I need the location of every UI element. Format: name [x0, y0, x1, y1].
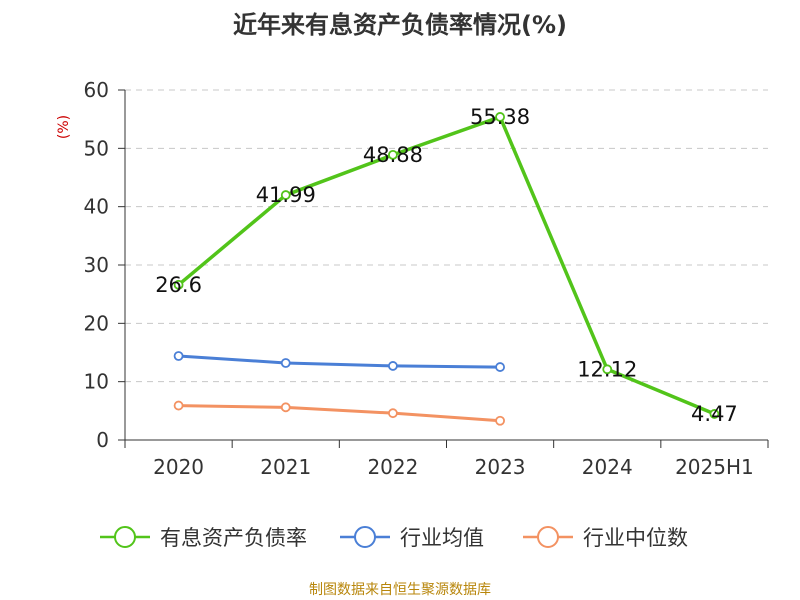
legend-label: 有息资产负债率 — [160, 526, 307, 550]
legend-label: 行业均值 — [400, 526, 484, 550]
x-tick-label: 2022 — [367, 455, 418, 479]
y-tick-labels: 0 10 20 30 40 50 60 — [84, 78, 109, 452]
data-label: 4.47 — [691, 402, 738, 426]
series-layer — [173, 112, 720, 426]
x-tick-labels: 2020 2021 2022 2023 2024 2025H1 — [153, 455, 754, 479]
series-0-point — [388, 149, 398, 160]
y-tick-label: 30 — [84, 253, 109, 277]
legend-item-0: 有息资产负债率 — [100, 526, 307, 550]
gridlines — [125, 89, 768, 383]
series-1-point — [280, 358, 291, 368]
legend-item-2: 行业中位数 — [523, 526, 688, 550]
legend-swatch-marker — [354, 526, 376, 548]
data-label: 55.38 — [470, 105, 530, 129]
x-tick-label: 2024 — [582, 455, 633, 479]
series-0-line — [177, 115, 716, 416]
y-tick-label: 10 — [84, 370, 109, 394]
series-1-point — [173, 351, 184, 361]
y-tick-label: 40 — [84, 195, 109, 219]
y-axis-unit: (%) — [56, 115, 72, 139]
series-2-point — [495, 415, 505, 426]
series-0-point — [495, 112, 505, 122]
legend-item-1: 行业均值 — [340, 526, 484, 550]
legend-swatch-marker — [537, 526, 559, 548]
series-1-point — [388, 361, 398, 371]
data-label: 48.88 — [363, 143, 423, 167]
data-labels: 26.6 41.99 48.88 55.38 12.12 4.47 — [155, 105, 738, 426]
x-tick-label: 2020 — [153, 455, 204, 479]
y-tick-label: 60 — [84, 78, 109, 102]
series-2-point — [280, 402, 291, 413]
data-label: 41.99 — [256, 183, 316, 207]
legend: 有息资产负债率 行业均值 行业中位数 — [100, 526, 688, 550]
series-1-point — [495, 362, 505, 372]
x-tick-label: 2021 — [260, 455, 311, 479]
data-label: 12.12 — [577, 357, 637, 381]
series-0-point — [709, 409, 720, 419]
source-note: 制图数据来自恒生聚源数据库 — [309, 582, 491, 598]
x-tick-label: 2025H1 — [675, 455, 754, 479]
x-tick-label: 2023 — [475, 455, 526, 479]
chart-title: 近年来有息资产负债率情况(%) — [233, 11, 567, 39]
series-1-line — [178, 354, 501, 369]
y-tick-label: 20 — [84, 311, 109, 335]
series-2-point — [173, 400, 184, 411]
data-label: 26.6 — [155, 273, 202, 297]
series-2-line — [178, 404, 501, 423]
y-tick-label: 0 — [96, 428, 109, 452]
y-tick-label: 50 — [84, 136, 109, 160]
legend-swatch-marker — [114, 526, 136, 548]
series-0-point — [173, 279, 184, 290]
series-2-point — [388, 408, 398, 419]
series-0-point — [280, 190, 291, 200]
legend-label: 行业中位数 — [583, 526, 688, 550]
series-0-point — [602, 364, 613, 375]
axes — [118, 89, 769, 448]
